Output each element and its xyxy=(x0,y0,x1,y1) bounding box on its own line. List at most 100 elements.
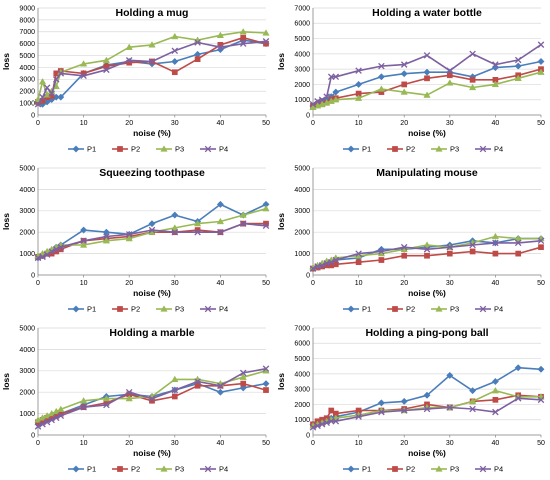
legend-label: P3 xyxy=(450,465,459,474)
legend-entry-p2: P2 xyxy=(387,465,415,474)
data-point xyxy=(239,220,247,227)
y-tick-label: 2000 xyxy=(294,230,310,237)
data-point xyxy=(43,418,51,426)
data-point xyxy=(469,405,476,413)
series-p4 xyxy=(34,220,270,262)
data-point xyxy=(125,231,133,238)
data-point xyxy=(171,386,179,394)
legend-label: P3 xyxy=(450,145,459,154)
data-point xyxy=(171,224,179,231)
data-point xyxy=(171,57,179,66)
data-point xyxy=(125,43,133,50)
series-p3 xyxy=(34,367,270,423)
legend-marker xyxy=(160,145,168,152)
x-tick-label: 50 xyxy=(262,280,270,287)
data-point xyxy=(446,79,454,86)
x-tick-label: 20 xyxy=(400,280,408,287)
data-point xyxy=(217,43,224,51)
data-point xyxy=(48,90,55,97)
data-point xyxy=(537,365,545,373)
legend-entry-p4: P4 xyxy=(475,145,503,154)
data-point xyxy=(492,250,499,257)
data-point xyxy=(469,241,476,249)
y-tick-label: 6000 xyxy=(294,341,310,348)
x-tick-label: 20 xyxy=(400,440,408,447)
data-point xyxy=(171,375,179,383)
chart-title: Holding a marble xyxy=(109,327,194,339)
data-point xyxy=(79,397,88,404)
legend-entry-p4: P4 xyxy=(200,145,228,154)
y-tick-label: 3000 xyxy=(294,67,310,74)
legend-label: P4 xyxy=(494,305,503,314)
data-point xyxy=(193,219,202,227)
legend-entry-p2: P2 xyxy=(112,465,140,474)
data-point xyxy=(355,80,363,88)
data-point xyxy=(514,364,522,372)
legend-marker xyxy=(204,305,212,313)
data-point xyxy=(39,93,46,101)
data-point xyxy=(537,396,545,404)
y-tick-label: 0 xyxy=(31,272,35,279)
data-point xyxy=(80,226,88,234)
series-p2 xyxy=(35,380,269,426)
data-point xyxy=(314,422,321,430)
legend-label: P3 xyxy=(175,145,184,154)
chart-title: Squeezing toothpase xyxy=(99,167,205,179)
legend-entry-p3: P3 xyxy=(156,145,184,154)
data-point xyxy=(328,407,335,414)
data-point xyxy=(102,237,111,244)
data-point xyxy=(52,414,60,422)
legend-marker xyxy=(347,305,355,313)
data-point xyxy=(377,399,385,407)
y-tick-label: 4000 xyxy=(294,187,310,194)
y-tick-label: 0 xyxy=(31,112,35,119)
data-point xyxy=(38,78,47,85)
x-tick-label: 40 xyxy=(492,280,500,287)
data-point xyxy=(34,254,42,262)
legend-entry-p1: P1 xyxy=(68,305,96,314)
legend-label: P4 xyxy=(219,465,228,474)
data-point xyxy=(446,72,453,79)
legend-label: P1 xyxy=(362,465,371,474)
series-p1 xyxy=(34,380,270,428)
data-point xyxy=(424,252,430,259)
data-point xyxy=(423,241,431,248)
data-point xyxy=(424,75,430,82)
data-point xyxy=(314,97,321,105)
y-tick-label: 4000 xyxy=(19,65,35,72)
data-point xyxy=(492,396,499,403)
x-tick-label: 30 xyxy=(171,440,179,447)
data-point xyxy=(57,93,65,101)
data-point xyxy=(34,423,42,430)
y-axis-label: loss xyxy=(1,213,11,230)
y-tick-label: 3000 xyxy=(19,208,35,215)
data-point xyxy=(355,250,362,257)
data-point xyxy=(377,85,386,92)
data-point xyxy=(538,244,544,251)
legend-entry-p4: P4 xyxy=(200,305,228,314)
legend: P1 P2 P3 P4 xyxy=(343,305,503,314)
data-point xyxy=(239,369,247,377)
data-point xyxy=(148,58,156,65)
x-tick-label: 10 xyxy=(355,280,363,287)
data-point xyxy=(423,405,431,413)
data-point xyxy=(80,72,87,80)
data-point xyxy=(125,388,133,396)
data-point xyxy=(171,32,179,40)
y-tick-label: 3000 xyxy=(19,77,35,84)
data-point xyxy=(57,412,65,419)
legend-entry-p1: P1 xyxy=(343,305,371,314)
data-point xyxy=(355,259,362,266)
legend: P1 P2 P3 P4 xyxy=(68,465,228,474)
data-point xyxy=(469,50,476,58)
legend-marker xyxy=(392,306,398,312)
x-axis-label: noise (%) xyxy=(408,448,446,458)
legend: P1 P2 P3 P4 xyxy=(68,305,228,314)
series-p4 xyxy=(34,365,270,430)
data-point xyxy=(216,388,224,396)
y-tick-label: 6000 xyxy=(294,21,310,28)
legend-entry-p1: P1 xyxy=(343,145,371,154)
data-point xyxy=(103,401,110,409)
data-point xyxy=(514,395,522,402)
legend-entry-p3: P3 xyxy=(156,305,184,314)
